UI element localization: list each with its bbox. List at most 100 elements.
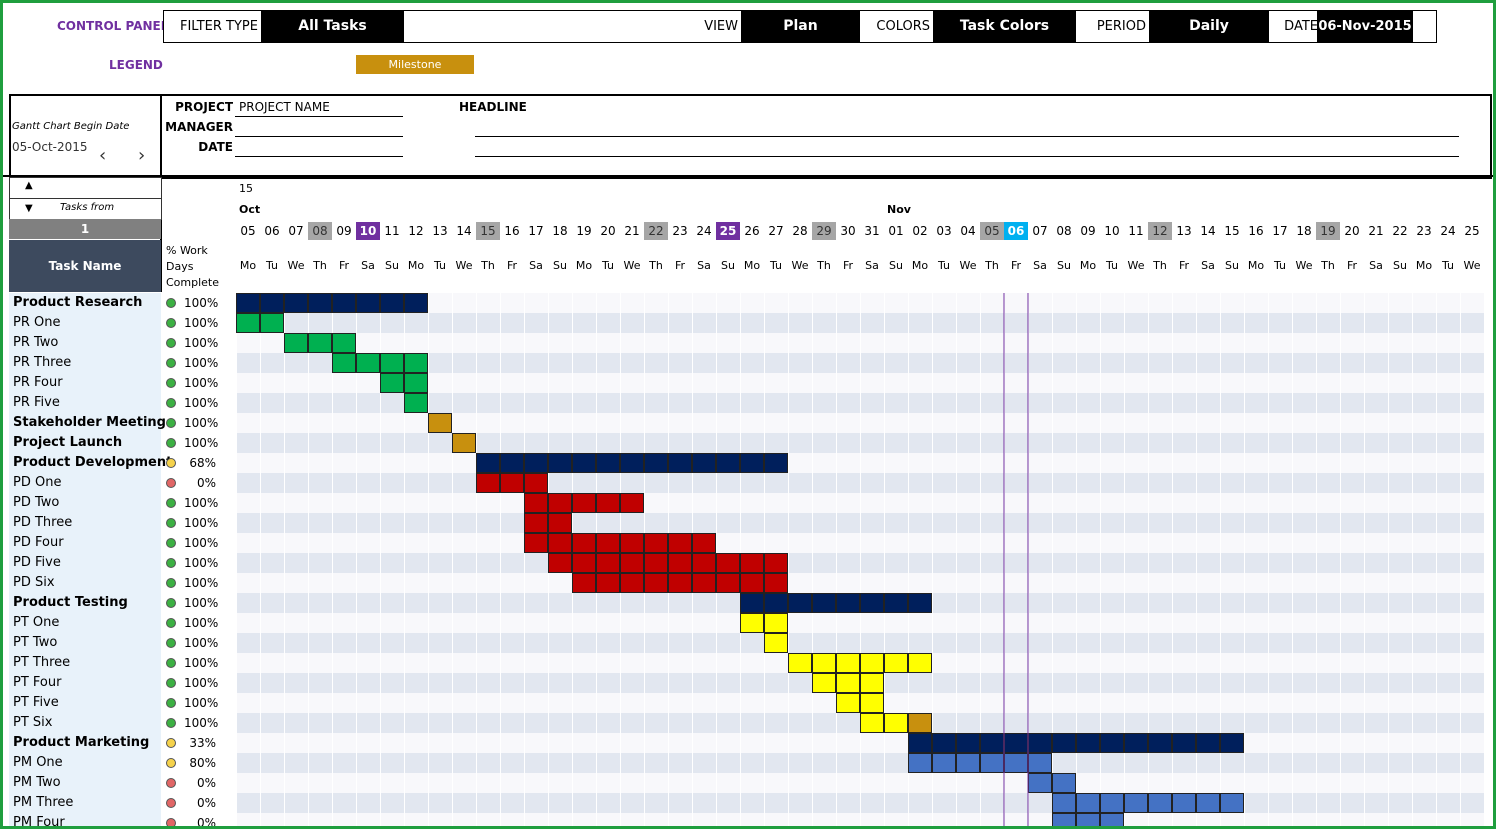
task-progress: 100%: [164, 293, 234, 313]
month-label: Nov: [887, 203, 911, 216]
gantt-bar-cell: [476, 473, 500, 493]
gantt-bar-cell: [332, 353, 356, 373]
gantt-bar-cell: [956, 753, 980, 773]
gantt-bar-cell: [284, 293, 308, 313]
status-dot-icon: [166, 598, 176, 608]
task-name[interactable]: Stakeholder Meeting: [13, 415, 166, 430]
filter-type-select[interactable]: All Tasks: [261, 11, 404, 42]
gantt-bar-cell: [908, 733, 932, 753]
gantt-bar-cell: [356, 353, 380, 373]
period-label: PERIOD: [1096, 19, 1146, 34]
filter-type-label: FILTER TYPE: [179, 19, 258, 34]
task-name[interactable]: PT Five: [13, 695, 59, 710]
chevron-left-icon[interactable]: ‹: [99, 145, 107, 166]
project-underline: [235, 116, 403, 117]
gantt-bar-cell: [548, 513, 572, 533]
status-dot-icon: [166, 618, 176, 628]
headline-line-2[interactable]: [475, 156, 1459, 157]
task-name[interactable]: Product Testing: [13, 595, 128, 610]
gantt-bar-cell: [596, 453, 620, 473]
task-progress: 100%: [164, 633, 234, 653]
task-name[interactable]: PR Three: [13, 355, 72, 370]
gantt-bar-cell: [404, 353, 428, 373]
day-number: 01: [888, 224, 904, 238]
task-name[interactable]: PR Five: [13, 395, 60, 410]
project-name-field[interactable]: PROJECT NAME: [239, 100, 330, 114]
gantt-bar-cell: [380, 293, 404, 313]
pct-complete-value: 100%: [184, 396, 219, 410]
status-dot-icon: [166, 338, 176, 348]
task-name[interactable]: PR One: [13, 315, 61, 330]
task-name[interactable]: Product Marketing: [13, 735, 150, 750]
gantt-bar-cell: [572, 493, 596, 513]
task-name[interactable]: PT Two: [13, 635, 58, 650]
gantt-bar-cell: [1028, 753, 1052, 773]
tasks-from-value[interactable]: 1: [9, 219, 161, 239]
status-dot-icon: [166, 538, 176, 548]
gantt-bar-cell: [524, 453, 548, 473]
day-number: 22: [1392, 224, 1408, 238]
pct-complete-value: 100%: [184, 616, 219, 630]
task-name-header: Task Name: [9, 240, 161, 292]
task-name[interactable]: Product Research: [13, 295, 143, 310]
scroll-up-control[interactable]: ▲: [9, 177, 162, 199]
task-name[interactable]: PT One: [13, 615, 60, 630]
view-select[interactable]: Plan: [741, 11, 860, 42]
day-of-week: Th: [1321, 259, 1335, 272]
task-progress: 100%: [164, 393, 234, 413]
date-input[interactable]: 06-Nov-2015: [1317, 11, 1413, 42]
task-progress: 100%: [164, 713, 234, 733]
day-number: 25: [1464, 224, 1480, 238]
gantt-bar-cell: [1124, 733, 1148, 753]
task-name[interactable]: PM Two: [13, 775, 61, 790]
gantt-bar-cell: [1004, 753, 1028, 773]
day-of-week: Fr: [842, 259, 854, 272]
caret-up-icon[interactable]: ▲: [25, 180, 33, 191]
gantt-bar-cell: [1052, 733, 1076, 753]
day-number: 30: [840, 224, 856, 238]
task-name[interactable]: PD Five: [13, 555, 61, 570]
day-number: 05: [240, 224, 256, 238]
headline-line-1[interactable]: [475, 136, 1459, 137]
task-name[interactable]: Product Development: [13, 455, 173, 470]
day-number: 23: [672, 224, 688, 238]
task-name[interactable]: PM One: [13, 755, 63, 770]
control-panel-title: CONTROL PANEL: [57, 19, 169, 33]
day-number: 10: [356, 222, 380, 240]
task-name[interactable]: PD Six: [13, 575, 55, 590]
date-underline[interactable]: [235, 156, 403, 157]
task-name[interactable]: PR Four: [13, 375, 63, 390]
gantt-bar-cell: [1148, 793, 1172, 813]
gantt-bar-cell: [548, 453, 572, 473]
task-name[interactable]: Project Launch: [13, 435, 123, 450]
gantt-bar-cell: [740, 573, 764, 593]
pct-complete-value: 100%: [184, 336, 219, 350]
pct-complete-value: 68%: [189, 456, 216, 470]
task-name[interactable]: PD One: [13, 475, 62, 490]
caret-down-icon[interactable]: ▼: [25, 203, 33, 214]
gantt-bar-cell: [764, 453, 788, 473]
status-dot-icon: [166, 738, 176, 748]
gantt-bar-cell: [572, 533, 596, 553]
pct-complete-value: 100%: [184, 496, 219, 510]
task-name[interactable]: PM Four: [13, 815, 65, 829]
gantt-bar-cell: [1028, 773, 1052, 793]
task-name[interactable]: PT Six: [13, 715, 53, 730]
task-name[interactable]: PD Four: [13, 535, 64, 550]
period-select[interactable]: Daily: [1149, 11, 1269, 42]
chevron-right-icon[interactable]: ›: [138, 145, 146, 166]
tasks-from-control[interactable]: ▼ Tasks from: [9, 198, 162, 220]
colors-select[interactable]: Task Colors: [933, 11, 1076, 42]
task-name[interactable]: PT Four: [13, 675, 62, 690]
task-name[interactable]: PT Three: [13, 655, 71, 670]
task-name[interactable]: PM Three: [13, 795, 74, 810]
manager-underline[interactable]: [235, 136, 403, 137]
task-name[interactable]: PD Two: [13, 495, 60, 510]
task-name[interactable]: PR Two: [13, 335, 59, 350]
gantt-bar-cell: [428, 413, 452, 433]
task-progress: 100%: [164, 313, 234, 333]
begin-date-value[interactable]: 05-Oct-2015: [12, 140, 88, 154]
gantt-bar-cell: [812, 653, 836, 673]
task-name[interactable]: PD Three: [13, 515, 73, 530]
